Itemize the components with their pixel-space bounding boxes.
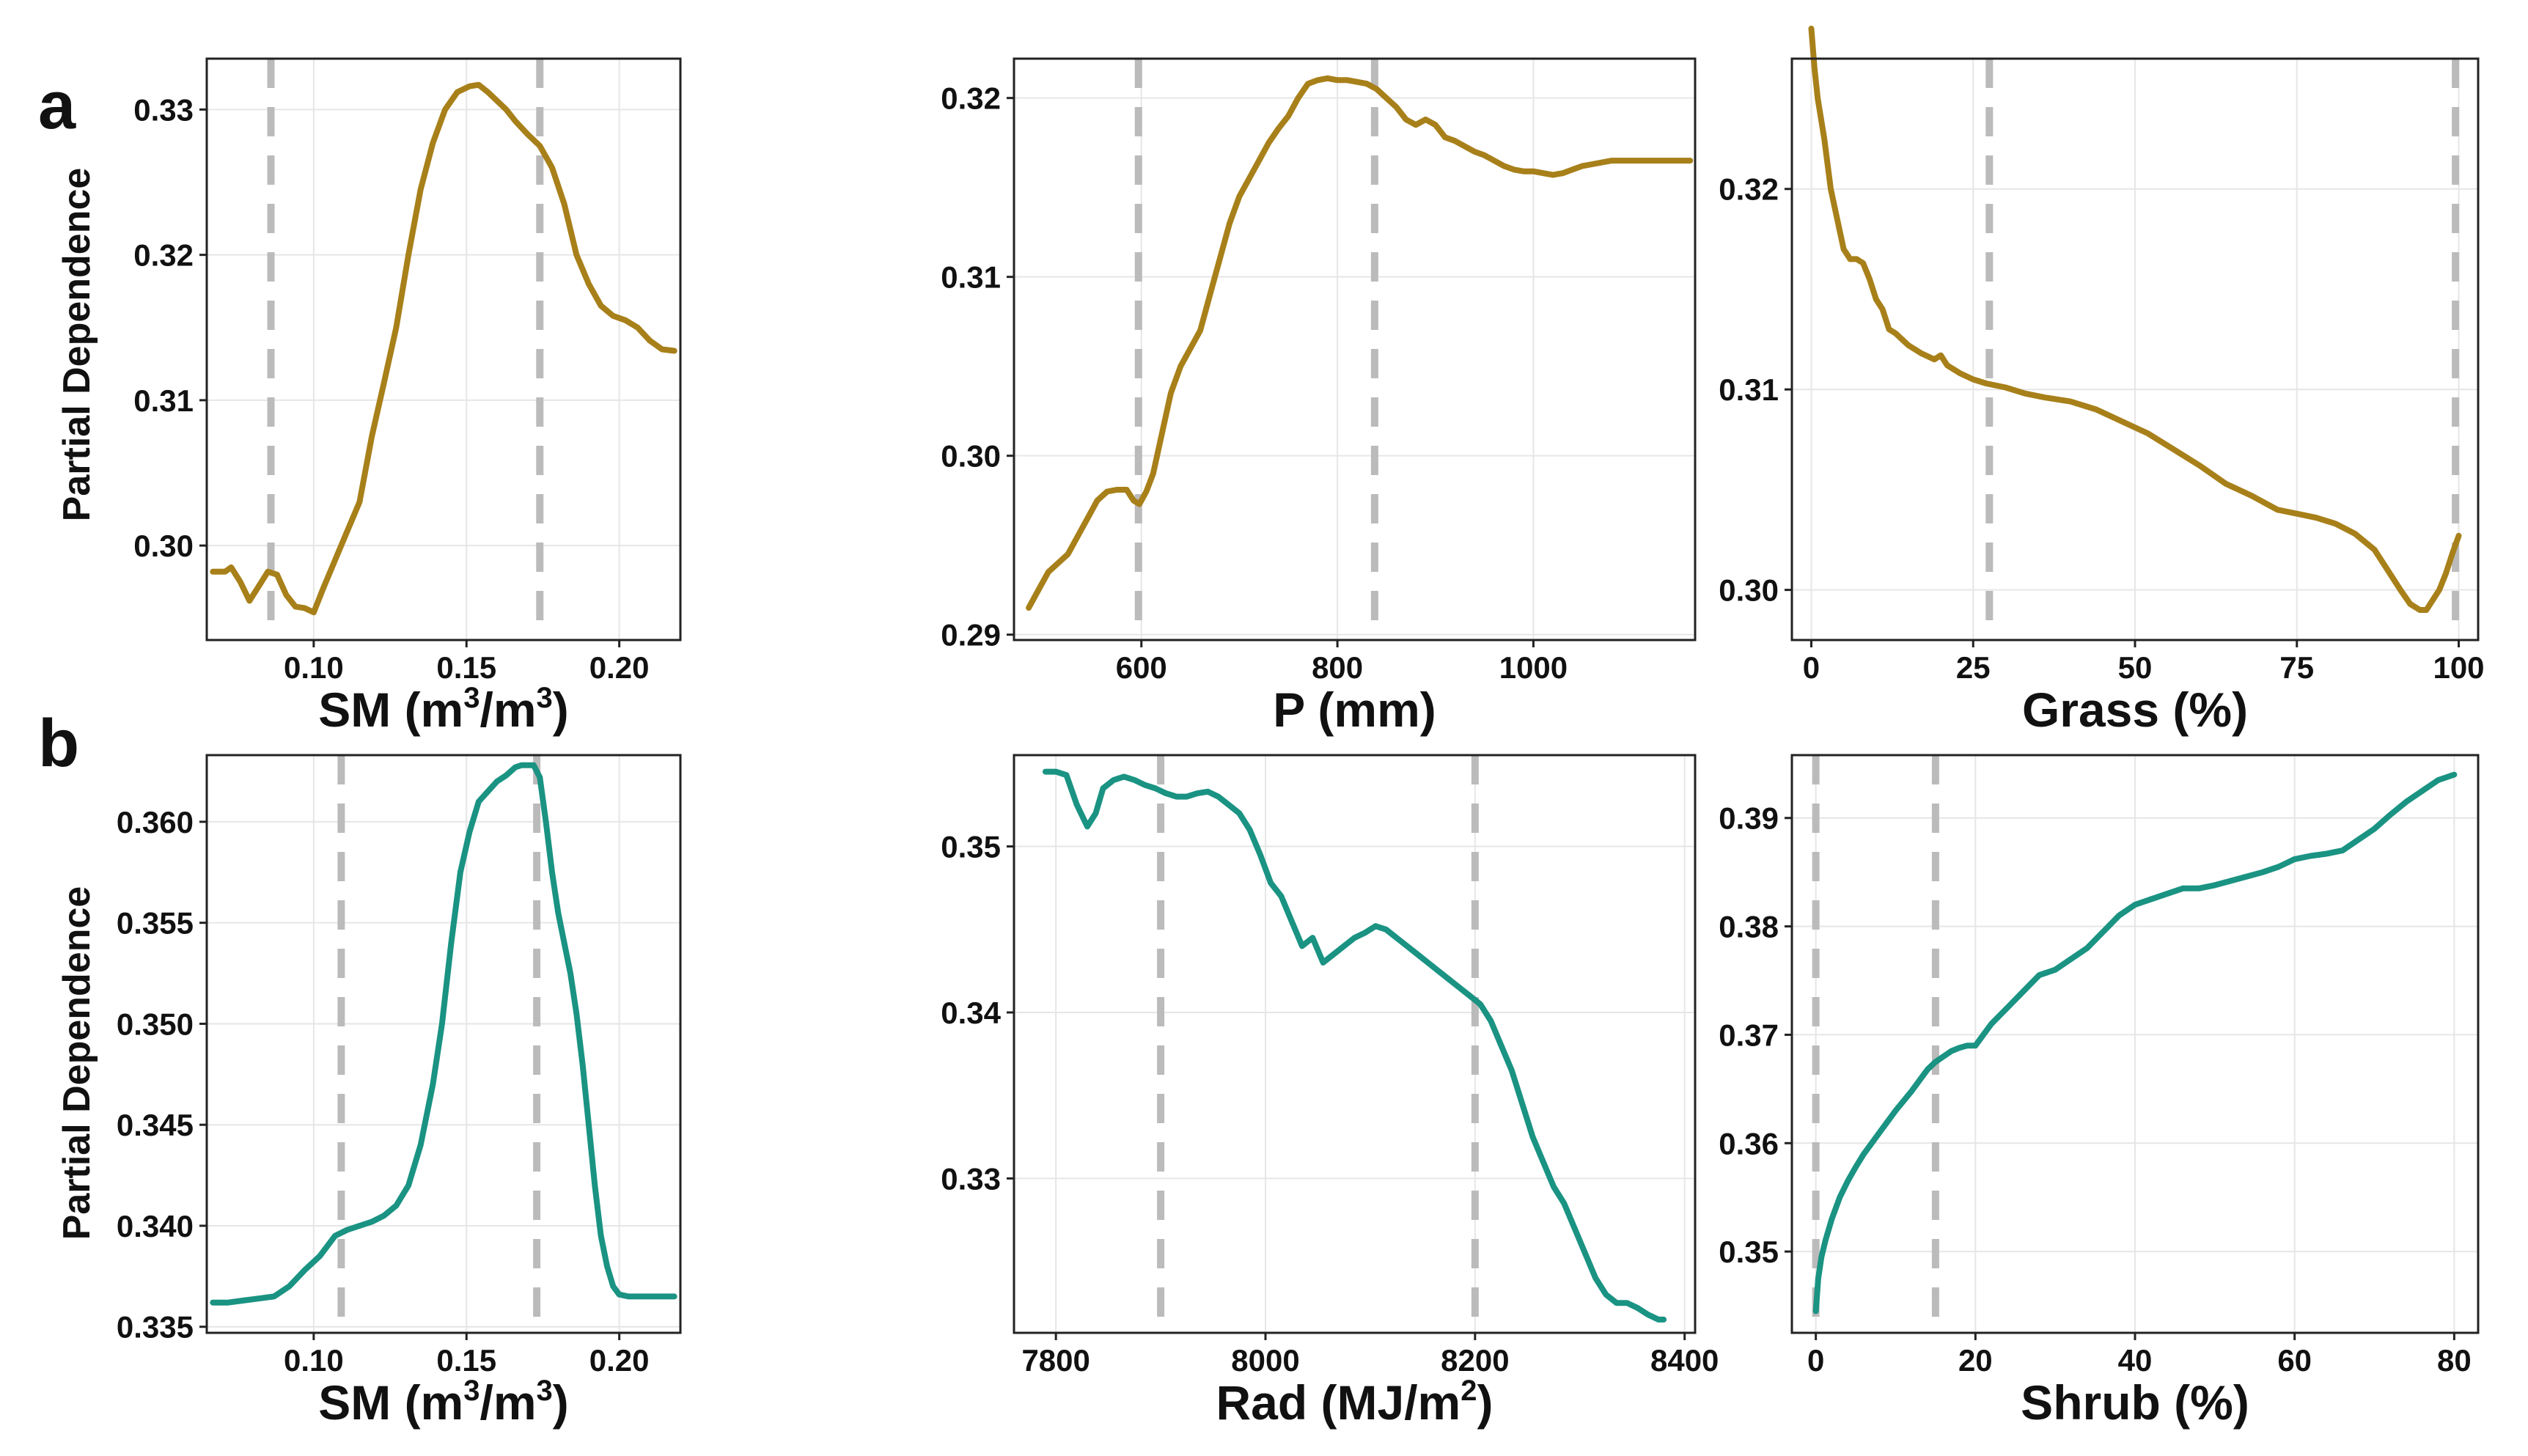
panel-label-b: b — [38, 706, 79, 781]
panel-a3-x-axis-label: Grass (%) — [2022, 683, 2248, 737]
panel-b3: 0 20 40 60 80 0.35 0.36 0.37 0.38 0.39 Shrub (%) — [1719, 754, 2480, 1430]
panel-a3-x-tick-label-1: 25 — [1956, 650, 1991, 685]
panel-a2-x-tick-label-0: 600 — [1116, 650, 1167, 685]
panel-a3-x-tick-label-3: 75 — [2279, 650, 2314, 685]
panel-a2-y-tick-label-3: 0.32 — [941, 81, 1001, 116]
panel-b1-x-tick-label-1: 0.15 — [436, 1343, 496, 1378]
panel-a1-series-line — [210, 81, 677, 616]
panel-a3-x-tick-label-2: 50 — [2118, 650, 2153, 685]
panel-b2-x-tick-label-3: 8400 — [1650, 1343, 1719, 1378]
panel-b3-y-tick-label-4: 0.39 — [1719, 801, 1779, 836]
panel-b2: 7800 8000 8200 8400 0.33 0.34 0.35 Rad (MJ/m2) — [941, 754, 1719, 1430]
panel-a2-x-axis-label-part-0: P (mm) — [1273, 683, 1436, 737]
row-a-ylabel: Partial Dependence — [56, 168, 98, 522]
panel-a1-y-tick-label-1: 0.31 — [133, 383, 194, 418]
panel-b1-x-axis-label-part-0: SM (m — [318, 1375, 463, 1430]
panel-a1-x-axis-label-part-2: /m — [479, 683, 536, 737]
panel-a1-x-axis-label: SM (m3/m3) — [318, 682, 569, 737]
panel-a3-x-axis-label-part-0: Grass (%) — [2022, 683, 2248, 737]
panel-a2-x-tick-label-2: 1000 — [1499, 650, 1568, 685]
panel-a3-y-tick-label-0: 0.30 — [1719, 573, 1779, 608]
panel-a1-frame — [205, 57, 682, 641]
panel-a1-x-axis-label-part-4: ) — [553, 683, 569, 737]
panel-b1-x-axis-label-part-4: ) — [553, 1375, 569, 1430]
panel-a2: 600 800 1000 0.29 0.30 0.31 0.32 P (mm) — [941, 57, 1697, 737]
panel-a2-x-axis-label: P (mm) — [1273, 683, 1436, 737]
panel-a2-y-tick-label-2: 0.31 — [941, 260, 1001, 295]
panel-a1-x-axis-label-part-3: 3 — [537, 682, 553, 714]
panel-a2-y-tick-label-1: 0.30 — [941, 439, 1001, 474]
panel-a2-y-tick-label-0: 0.29 — [941, 618, 1001, 652]
panel-a2-series-line — [1026, 75, 1694, 611]
panel-a2-x-tick-label-1: 800 — [1312, 650, 1363, 685]
panel-b3-y-tick-label-3: 0.38 — [1719, 910, 1779, 944]
panel-b1-x-axis-label-part-1: 3 — [463, 1375, 479, 1407]
panel-b2-series-line — [1042, 768, 1667, 1323]
panel-a3: 0 25 50 75 100 0.30 0.31 0.32 Grass (%) — [1719, 26, 2485, 737]
panel-b2-y-tick-label-2: 0.35 — [941, 830, 1001, 864]
panel-a3-y-tick-label-2: 0.32 — [1719, 172, 1779, 207]
panel-b1-y-tick-label-0: 0.335 — [117, 1310, 194, 1345]
panel-b1-y-tick-label-3: 0.350 — [117, 1007, 194, 1041]
panel-b1: 0.10 0.15 0.20 0.335 0.340 0.345 0.350 0.355 0.3… — [117, 754, 682, 1430]
panel-a1-x-tick-label-2: 0.20 — [589, 650, 650, 685]
panel-b3-series-line — [1812, 771, 2458, 1315]
panel-a3-y-tick-label-1: 0.31 — [1719, 372, 1779, 407]
panel-a1-y-tick-label-2: 0.32 — [133, 238, 194, 273]
panel-b3-x-axis-label: Shrub (%) — [2021, 1375, 2249, 1430]
panel-b2-y-tick-label-1: 0.34 — [941, 996, 1001, 1030]
panel-a3-x-tick-label-4: 100 — [2433, 650, 2484, 685]
panel-a1-x-tick-label-0: 0.10 — [284, 650, 344, 685]
panel-b1-series-line — [210, 762, 677, 1306]
panel-b3-x-tick-label-3: 60 — [2277, 1343, 2312, 1378]
panel-b3-x-tick-label-0: 0 — [1807, 1343, 1824, 1378]
panel-b1-x-tick-label-0: 0.10 — [284, 1343, 344, 1378]
panel-b1-y-tick-label-1: 0.340 — [117, 1209, 194, 1243]
panel-b1-y-tick-label-5: 0.360 — [117, 805, 194, 839]
panel-b3-y-tick-label-1: 0.36 — [1719, 1126, 1779, 1161]
panel-b2-x-axis-label: Rad (MJ/m2) — [1216, 1375, 1493, 1430]
panel-b2-x-axis-label-part-1: 2 — [1460, 1375, 1477, 1407]
panel-b2-y-tick-label-0: 0.33 — [941, 1161, 1001, 1196]
panel-a1-x-tick-label-1: 0.15 — [436, 650, 496, 685]
panel-b2-frame — [1013, 754, 1697, 1334]
panel-b3-y-tick-label-2: 0.37 — [1719, 1018, 1779, 1052]
panel-b3-y-tick-label-0: 0.35 — [1719, 1235, 1779, 1269]
panel-b2-x-axis-label-part-0: Rad (MJ/m — [1216, 1375, 1461, 1430]
panel-b2-x-tick-label-0: 7800 — [1021, 1343, 1090, 1378]
panel-b1-y-tick-label-2: 0.345 — [117, 1108, 194, 1142]
panel-b1-frame — [205, 754, 682, 1334]
panel-b3-x-tick-label-2: 40 — [2118, 1343, 2153, 1378]
panel-a1-x-axis-label-part-1: 3 — [463, 682, 479, 714]
panel-b2-x-tick-label-1: 8000 — [1231, 1343, 1299, 1378]
panel-b1-y-tick-label-4: 0.355 — [117, 906, 194, 941]
panel-b1-x-axis-label-part-3: 3 — [537, 1375, 553, 1407]
panel-a1-y-tick-label-0: 0.30 — [133, 529, 194, 563]
panel-b1-x-tick-label-2: 0.20 — [589, 1343, 650, 1378]
panel-b2-x-axis-label-part-2: ) — [1477, 1375, 1493, 1430]
panel-a3-series-line — [1808, 26, 2462, 613]
row-b-ylabel: Partial Dependence — [56, 886, 98, 1240]
panel-a1-y-tick-label-3: 0.33 — [133, 92, 194, 127]
panel-b2-x-tick-label-2: 8200 — [1441, 1343, 1509, 1378]
panel-a1-x-axis-label-part-0: SM (m — [318, 683, 463, 737]
panel-b1-x-axis-label: SM (m3/m3) — [318, 1375, 569, 1430]
panel-label-a: a — [38, 68, 76, 143]
panel-a3-x-tick-label-0: 0 — [1803, 650, 1820, 685]
panel-b1-x-axis-label-part-2: /m — [479, 1375, 536, 1430]
panel-b3-x-tick-label-1: 20 — [1958, 1343, 1993, 1378]
panel-a2-frame — [1013, 57, 1697, 641]
panel-b3-x-tick-label-4: 80 — [2437, 1343, 2472, 1378]
panel-b3-x-axis-label-part-0: Shrub (%) — [2021, 1375, 2249, 1430]
